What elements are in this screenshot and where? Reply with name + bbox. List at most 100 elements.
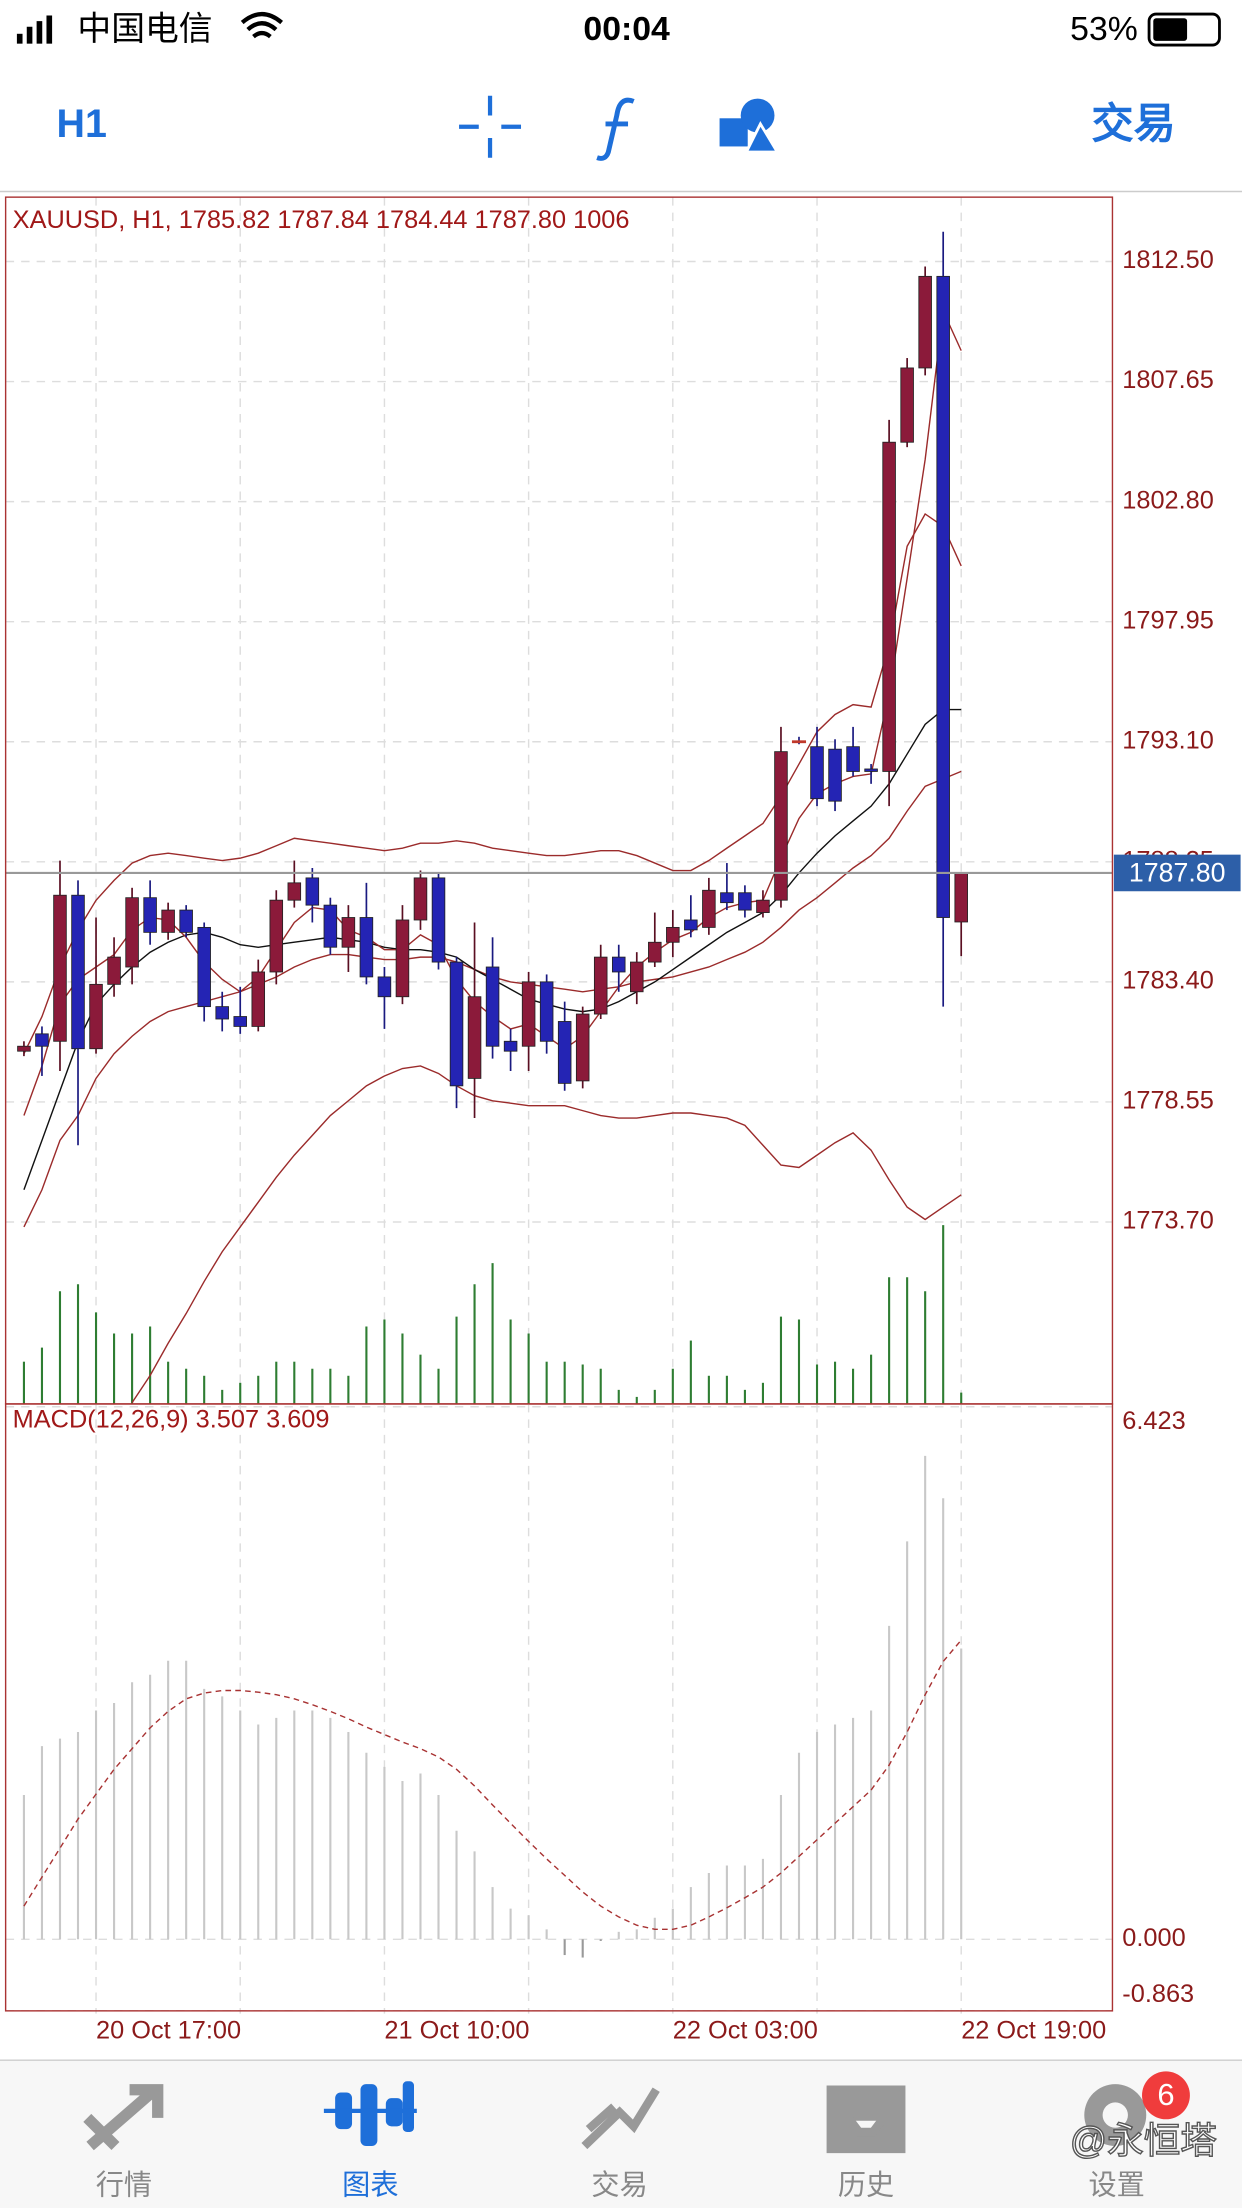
settings-icon bbox=[1102, 2102, 1128, 2128]
candle-body bbox=[323, 904, 338, 948]
candle-body bbox=[557, 1021, 572, 1084]
candle-body bbox=[539, 981, 554, 1042]
tab-bar-bg bbox=[0, 2060, 1242, 2208]
candle-body bbox=[359, 917, 374, 978]
status-bar: 中国电信 00:04 53% bbox=[16, 10, 1221, 48]
candle-body bbox=[918, 275, 932, 369]
candle-body bbox=[107, 956, 121, 985]
candle-body bbox=[936, 275, 950, 918]
candle-body bbox=[521, 981, 536, 1047]
signal-icon bbox=[46, 15, 53, 44]
history-icon bbox=[826, 2085, 906, 2154]
candle-body bbox=[233, 1016, 247, 1027]
candle-body bbox=[774, 751, 788, 901]
indicator-button[interactable] bbox=[596, 97, 635, 161]
toolbar: H1 交易 bbox=[0, 95, 1242, 193]
x-tick-label: 22 Oct 19:00 bbox=[961, 2017, 1106, 2045]
y-tick-label: 1773.70 bbox=[1122, 1207, 1214, 1235]
candle-body bbox=[611, 956, 626, 973]
candle-body bbox=[161, 909, 175, 933]
chart-title: MACD(12,26,9) 3.507 3.609 bbox=[13, 1406, 330, 1434]
tab-label[interactable]: 设置 bbox=[1089, 2169, 1145, 2200]
quotes-icon bbox=[83, 2084, 164, 2151]
indicator-line bbox=[23, 1639, 962, 1931]
candle-body bbox=[449, 961, 464, 1087]
candle-body bbox=[954, 872, 968, 923]
x-tick-label: 22 Oct 03:00 bbox=[673, 2017, 818, 2045]
candle-body bbox=[882, 441, 896, 772]
indicator-line bbox=[131, 1065, 962, 1404]
candle-body bbox=[684, 919, 698, 931]
candle-body bbox=[630, 961, 644, 993]
objects-button[interactable] bbox=[719, 98, 780, 154]
battery-fill bbox=[1153, 18, 1188, 41]
candle-body bbox=[648, 941, 662, 963]
timeframe-button[interactable]: H1 bbox=[56, 102, 106, 146]
wifi-icon bbox=[240, 11, 284, 39]
candle-body bbox=[53, 894, 67, 1042]
candle-body bbox=[17, 1045, 31, 1052]
signal-icon bbox=[26, 26, 33, 44]
badge bbox=[1142, 2071, 1190, 2120]
candle-body bbox=[395, 919, 410, 998]
x-tick-label: 20 Oct 17:00 bbox=[96, 2017, 241, 2045]
candle-body bbox=[467, 996, 482, 1079]
y-tick-label: 6.423 bbox=[1122, 1407, 1185, 1435]
tab-label[interactable]: 图表 bbox=[342, 2169, 398, 2200]
y-tick-label: 1797.95 bbox=[1122, 606, 1214, 634]
candle-body bbox=[575, 1013, 590, 1082]
indicator-line bbox=[23, 512, 962, 1055]
panel-frame bbox=[4, 1403, 1114, 2012]
candle-body bbox=[125, 897, 139, 968]
trade-button[interactable]: 交易 bbox=[1091, 100, 1175, 147]
y-tick-label: -0.863 bbox=[1122, 1980, 1194, 2008]
trade-icon bbox=[581, 2087, 660, 2150]
candle-body bbox=[503, 1040, 518, 1052]
y-tick-label: 1807.65 bbox=[1122, 366, 1214, 394]
y-tick-label: 1793.10 bbox=[1122, 726, 1214, 754]
candle-body bbox=[756, 899, 770, 913]
candle-body bbox=[71, 894, 85, 1050]
chart-icon bbox=[323, 2081, 417, 2147]
candle-body bbox=[666, 926, 680, 943]
candle-body bbox=[341, 917, 356, 948]
watermark: @永恒塔 bbox=[1070, 2120, 1217, 2161]
crosshair-button[interactable] bbox=[459, 95, 522, 158]
shape-icon bbox=[744, 120, 780, 154]
y-tick-label: 0.000 bbox=[1122, 1924, 1185, 1952]
candle-body bbox=[215, 1006, 229, 1020]
candle-body bbox=[305, 877, 320, 906]
candle-body bbox=[413, 877, 428, 921]
candle-body bbox=[179, 909, 193, 933]
y-tick-label: 1783.40 bbox=[1122, 967, 1214, 995]
price-label-box bbox=[1113, 854, 1241, 892]
tab-label[interactable]: 交易 bbox=[591, 2169, 647, 2200]
candle-body bbox=[864, 768, 878, 772]
candle-body bbox=[900, 367, 914, 443]
signal-icon bbox=[36, 21, 43, 44]
candle-body bbox=[431, 877, 446, 963]
candle-body bbox=[846, 746, 860, 772]
battery-icon bbox=[1147, 12, 1221, 47]
tab-label[interactable]: 行情 bbox=[96, 2169, 152, 2200]
y-tick-label: 1812.50 bbox=[1122, 246, 1214, 274]
badge-count: 6 bbox=[1157, 2077, 1174, 2112]
price-label: 1787.80 bbox=[1129, 857, 1226, 887]
candle-body bbox=[197, 926, 211, 1008]
battery-level: 53% bbox=[1070, 10, 1138, 48]
candle-body bbox=[810, 746, 824, 800]
chart-title: XAUUSD, H1, 1785.82 1787.84 1784.44 1787… bbox=[13, 206, 630, 234]
candle-body bbox=[702, 889, 716, 928]
x-tick-label: 21 Oct 10:00 bbox=[384, 2017, 529, 2045]
signal-icon bbox=[16, 33, 23, 44]
clock: 00:04 bbox=[583, 10, 670, 48]
candle-body bbox=[251, 971, 266, 1027]
candle-body bbox=[269, 899, 284, 973]
candle-body bbox=[485, 966, 500, 1047]
tab-label[interactable]: 历史 bbox=[838, 2169, 894, 2200]
candle-body bbox=[143, 897, 157, 933]
candle-body bbox=[89, 983, 103, 1050]
candle-body bbox=[35, 1033, 49, 1047]
candle-body bbox=[738, 892, 752, 911]
